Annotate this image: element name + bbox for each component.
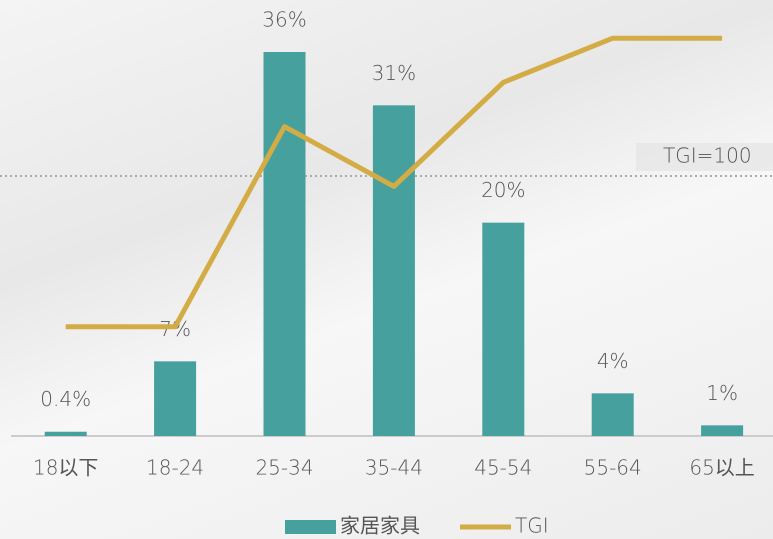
x-tick-label: 55-64 (584, 456, 642, 480)
bar (372, 105, 415, 436)
value-label: 36% (262, 8, 306, 32)
x-tick-label: 25-34 (255, 456, 313, 480)
reference-label-bg (636, 143, 773, 171)
legend-swatch (285, 520, 336, 534)
x-tick-label: 18以下 (33, 456, 98, 480)
legend-label: 家居家具 (340, 514, 420, 538)
bar (44, 431, 87, 436)
value-label: 31% (372, 61, 416, 85)
bar (154, 361, 197, 436)
bar (701, 425, 744, 436)
reference-label: TGI=100 (663, 144, 752, 168)
x-tick-label: 65以上 (689, 456, 754, 480)
bar (263, 52, 306, 436)
bar (482, 222, 525, 436)
legend-label: TGI (515, 514, 549, 538)
value-label: 20% (481, 178, 525, 202)
value-label: 0.4% (40, 387, 91, 411)
x-tick-label: 35-44 (365, 456, 423, 480)
value-label: 4% (597, 349, 629, 373)
x-tick-label: 45-54 (474, 456, 532, 480)
value-label: 1% (706, 381, 738, 405)
bar (591, 393, 634, 436)
tgi-line (65, 35, 723, 330)
x-tick-label: 18-24 (146, 456, 204, 480)
